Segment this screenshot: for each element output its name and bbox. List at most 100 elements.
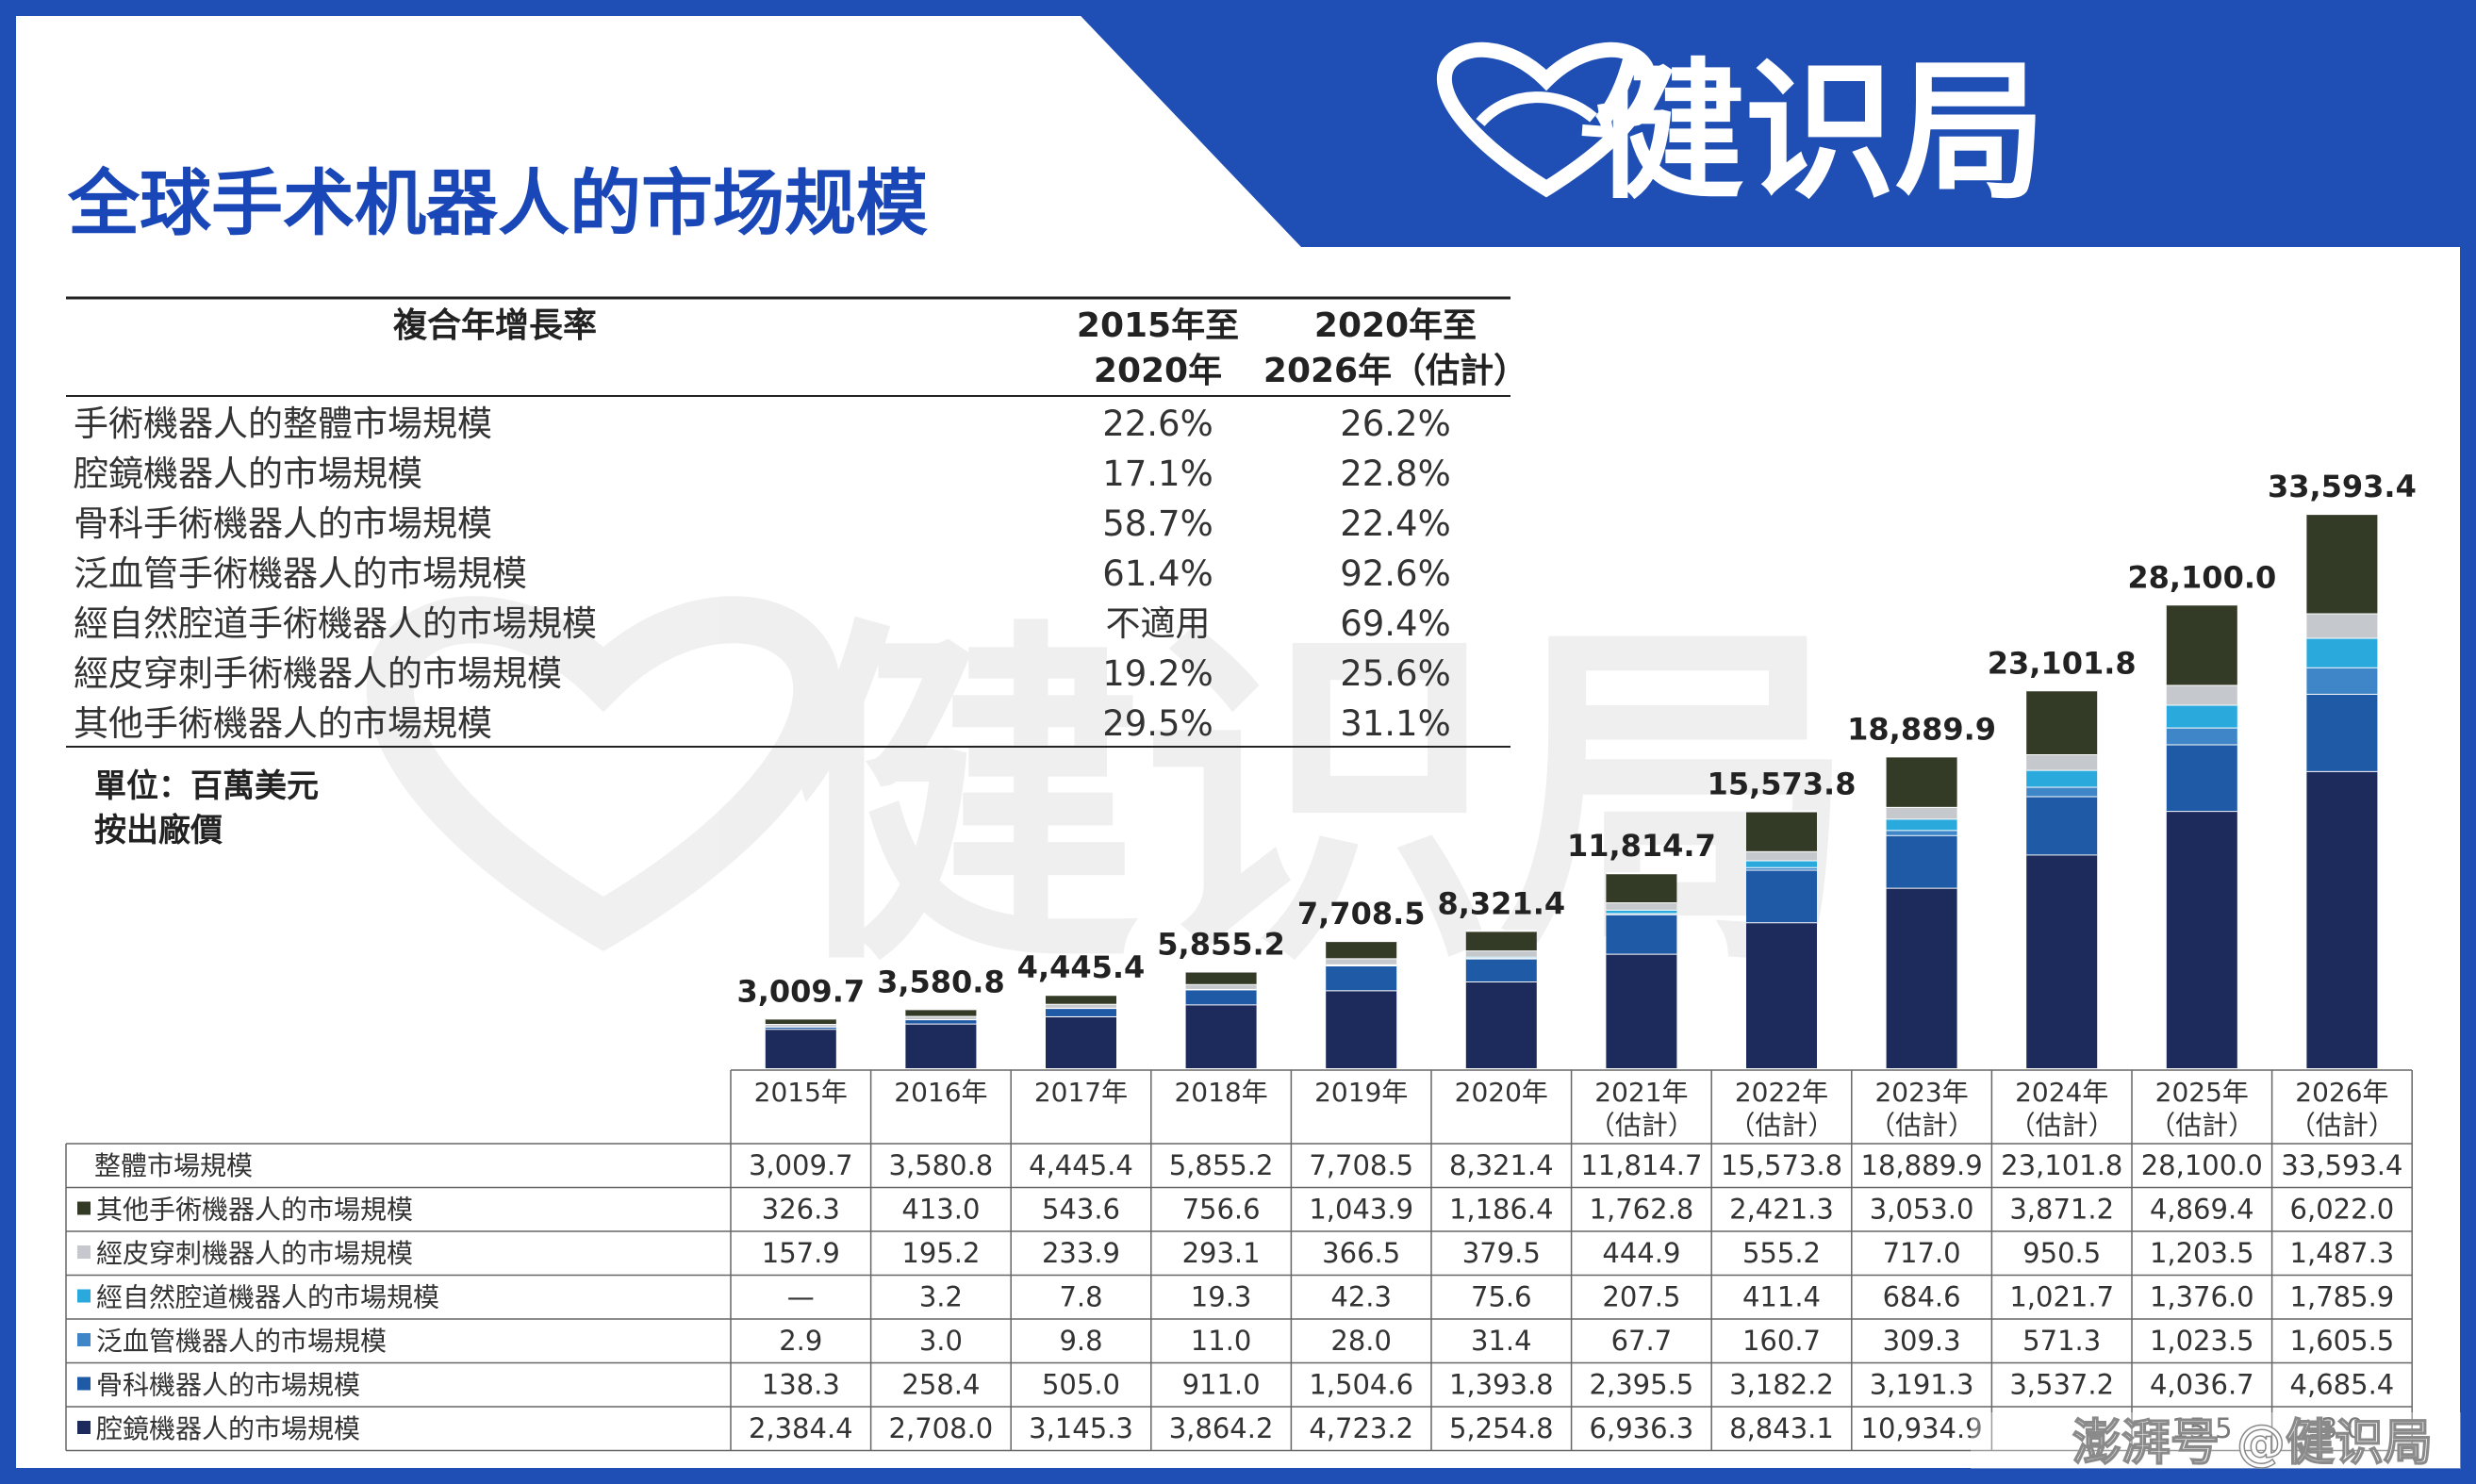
table-cell-value: 4,685.4 — [2290, 1369, 2395, 1401]
bar-segment-laparoscopic — [1326, 990, 1397, 1068]
table-cell-value: 555.2 — [1742, 1237, 1821, 1269]
legend-swatch — [77, 1421, 91, 1434]
table-cell-value: 543.6 — [1042, 1194, 1120, 1226]
table-cell-value: 950.5 — [2022, 1237, 2101, 1269]
unit-line2: 按出廠價 — [94, 812, 223, 849]
cagr-col1-line2: 2020年 — [1094, 352, 1222, 390]
data-table: 2015年 2016年 2017年 2018年 2019年 2020年 2021年（估計）2… — [65, 1069, 2413, 1452]
bar-segment-natural-orifice — [2306, 637, 2378, 668]
bar-segment-laparoscopic — [1185, 1004, 1257, 1068]
bar-segment-orthopedic — [1606, 914, 1677, 954]
table-cell-value: 3,182.2 — [1729, 1369, 1834, 1401]
bar-segment-other — [1606, 873, 1677, 903]
swirl-icon — [1476, 91, 1615, 139]
heart-icon — [1436, 41, 1657, 198]
bar-segment-percutaneous — [1465, 950, 1537, 957]
cagr-row-value-2020-2026: 31.1% — [1340, 703, 1451, 744]
cagr-row-label: 其他手術機器人的市場規模 — [74, 703, 492, 744]
table-header-year: 2025年 — [2155, 1077, 2249, 1108]
table-cell-value: 684.6 — [1883, 1281, 1961, 1313]
table-cell-value: 160.7 — [1742, 1325, 1821, 1357]
bar-segment-other — [1326, 941, 1397, 959]
table-cell-value: 6,022.0 — [2290, 1194, 2395, 1226]
bar-segment-orthopedic — [1185, 989, 1257, 1005]
bar-segment-orthopedic — [1046, 1008, 1116, 1016]
bar-total-label: 3,009.7 — [736, 973, 865, 1009]
cagr-row-value-2015-2020: 19.2% — [1102, 653, 1213, 694]
table-cell-value: 42.3 — [1330, 1281, 1392, 1313]
bar-plot: 3,009.7 3,580.8 4,445.4 5,855.2 7,708.5 8,321… — [736, 469, 2417, 1068]
table-header-estimate: （估計） — [2149, 1110, 2254, 1141]
table-cell-value: 379.5 — [1462, 1237, 1541, 1269]
bar-segment-laparoscopic — [1465, 981, 1537, 1068]
table-header-year: 2016年 — [894, 1077, 987, 1108]
bar-segment-natural-orifice — [1746, 860, 1817, 867]
bar-total-label: 3,580.8 — [877, 964, 1005, 999]
table-cell-value: 444.9 — [1602, 1237, 1680, 1269]
brand-name: 健识局 — [1593, 43, 2046, 220]
cagr-title: 複合年增長率 — [393, 306, 597, 345]
bar-segment-laparoscopic — [765, 1029, 836, 1068]
bar-segment-other — [765, 1018, 836, 1025]
cagr-row-label: 經皮穿刺手術機器人的市場規模 — [74, 653, 562, 694]
bar-segment-natural-orifice — [2026, 769, 2098, 787]
brand-logo: 健识局 — [1436, 41, 2046, 220]
bar-segment-natural-orifice — [1606, 909, 1677, 914]
table-header-year: 2015年 — [754, 1077, 848, 1108]
table-cell-value: 3,0 — [2320, 1412, 2364, 1444]
table-cell-value: 911.0 — [1182, 1369, 1261, 1401]
table-header-estimate: （估計） — [1728, 1110, 1834, 1141]
table-header-year: 2019年 — [1314, 1077, 1408, 1108]
table-cell-total: 7,708.5 — [1309, 1149, 1413, 1181]
bar-segment-other — [2026, 690, 2098, 755]
table-cell-value: 1,021.7 — [2009, 1281, 2114, 1313]
legend-swatch — [77, 1201, 91, 1215]
bar-segment-percutaneous — [1606, 902, 1677, 910]
unit-line1: 單位：百萬美元 — [94, 767, 319, 805]
cagr-col2-line2: 2026年（估計） — [1263, 352, 1527, 390]
bar-segment-percutaneous — [1746, 850, 1817, 861]
cagr-row-value-2020-2026: 25.6% — [1340, 653, 1451, 694]
bar-segment-laparoscopic — [2166, 811, 2237, 1068]
bar-total-label: 4,445.4 — [1017, 949, 1146, 985]
cagr-col1-line1: 2015年至 — [1077, 306, 1239, 345]
table-cell-value: 4,723.2 — [1309, 1412, 1413, 1444]
cagr-row-value-2015-2020: 29.5% — [1102, 703, 1213, 744]
bar-segment-percutaneous — [765, 1024, 836, 1027]
page-title: 全球手术机器人的市场规模 — [67, 161, 928, 245]
table-header-year: 2026年 — [2295, 1077, 2388, 1108]
table-row-label: 骨科機器人的市場規模 — [96, 1370, 360, 1401]
table-cell-value: 9.8 — [1059, 1325, 1102, 1357]
cagr-row-value-2015-2020: 58.7% — [1102, 503, 1213, 544]
table-cell-value: 293.1 — [1182, 1237, 1261, 1269]
watermark-heart-icon — [366, 596, 841, 952]
bar-segment-laparoscopic — [2306, 770, 2378, 1068]
table-cell-value: 3.0 — [919, 1325, 963, 1357]
cagr-row-value-2015-2020: 17.1% — [1102, 453, 1213, 494]
bar-total-label: 7,708.5 — [1297, 896, 1426, 932]
table-header-year: 2021年 — [1594, 1077, 1688, 1108]
table-cell-value: 157.9 — [762, 1237, 840, 1269]
table-cell-value: 6,936.3 — [1590, 1412, 1694, 1444]
bar-segment-laparoscopic — [1606, 953, 1677, 1068]
table-cell-value: 3,145.3 — [1029, 1412, 1133, 1444]
background-watermark: 健识局 — [366, 591, 1857, 1009]
table-cell-value: 10,934.9 — [1861, 1412, 1983, 1444]
cagr-col2-line1: 2020年至 — [1314, 306, 1477, 345]
table-cell-value: 4,869.4 — [2150, 1194, 2254, 1226]
table-header-estimate: （估計） — [2289, 1110, 2395, 1141]
bar-total-label: 23,101.8 — [1988, 645, 2137, 681]
table-cell-value: 717.0 — [1883, 1237, 1961, 1269]
table-cell-value: 19.3 — [1191, 1281, 1252, 1313]
table-cell-total: 8,321.4 — [1449, 1149, 1554, 1181]
table-cell-value: 413.0 — [901, 1194, 980, 1226]
header-band — [1065, 0, 2476, 247]
table-cell-value: — — [787, 1281, 815, 1313]
bar-segment-other — [2166, 604, 2237, 685]
table-row-label: 經皮穿刺機器人的市場規模 — [96, 1238, 413, 1269]
watermark-backdrop — [1971, 1412, 2461, 1469]
bar-total-label: 5,855.2 — [1157, 927, 1285, 963]
bar-segment-percutaneous — [1185, 983, 1257, 989]
table-row-label: 經自然腔道機器人的市場規模 — [96, 1282, 439, 1313]
bar-segment-vascular — [1746, 866, 1817, 870]
